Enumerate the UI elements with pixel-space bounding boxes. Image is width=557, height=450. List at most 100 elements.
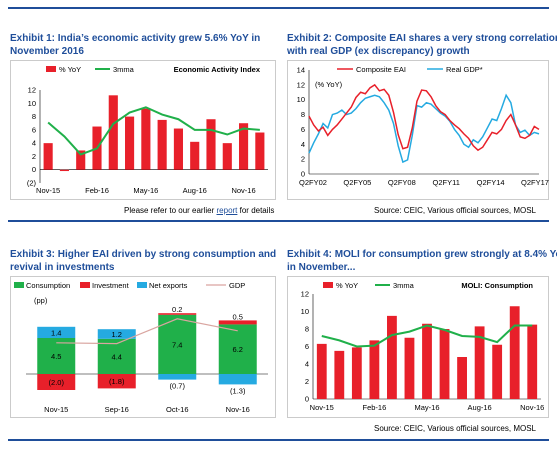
x-tick-label: Q2FY02 (299, 178, 327, 187)
bar-consumption (37, 338, 76, 374)
legend-label-eai: Composite EAI (356, 65, 406, 74)
y-tick-label: 2 (301, 155, 305, 164)
exhibit2-title: Exhibit 2: Composite EAI shares a very s… (287, 33, 557, 58)
y-tick-label: 6 (305, 342, 309, 351)
y-tick-label: 8 (305, 325, 309, 334)
exhibit3-chart: (pp) 4.5 (2.0) 1.4 Nov-15 4.4 (1.8) 1.2 Sep-16 7.… (10, 276, 276, 418)
legend-swatch-investment (80, 282, 90, 288)
bar-yoy (404, 337, 415, 399)
bar-investment (37, 374, 76, 390)
x-tick-label: Nov-15 (310, 403, 334, 412)
bar-yoy (125, 116, 135, 170)
bar-investment (97, 374, 136, 389)
chart-frame (287, 60, 549, 200)
x-tick-label: May-16 (133, 186, 158, 195)
legend-label-net-exports: Net exports (149, 281, 188, 290)
legend-swatch-yoy (323, 282, 333, 288)
label-net-exports: (1.3) (230, 386, 246, 395)
x-tick-label: Q2FY14 (477, 178, 505, 187)
bar-consumption (158, 314, 197, 374)
exhibit1-title: Exhibit 1: India’s economic activity gre… (10, 33, 260, 58)
report-link[interactable]: report (216, 206, 238, 215)
legend-label-yoy: % YoY (336, 281, 358, 290)
x-tick-label: Nov-16 (226, 405, 250, 414)
legend-label-3mma: 3mma (393, 281, 415, 290)
exhibit3-title-line2: revival in investments (10, 261, 115, 273)
bar-yoy (108, 95, 118, 170)
legend-label-gdp: GDP (229, 281, 245, 290)
report-note-prefix: Please refer to our earlier (124, 206, 217, 215)
bar-yoy (492, 344, 503, 399)
x-tick-label: May-16 (414, 403, 439, 412)
legend-label-3mma: 3mma (113, 65, 135, 74)
bar-yoy (439, 329, 450, 399)
bar-investment (158, 313, 197, 315)
bar-yoy (334, 350, 345, 399)
y-tick-label: 4 (305, 360, 309, 369)
bar-yoy (43, 143, 53, 170)
y-tick-label: 0 (305, 395, 309, 404)
x-tick-label: Feb-16 (363, 403, 387, 412)
y-tick-label: (2) (27, 179, 37, 188)
y-tick-label: 6 (301, 125, 305, 134)
bar-yoy (173, 128, 183, 170)
bar-net-exports (158, 374, 197, 380)
y-tick-label: 10 (28, 99, 36, 108)
legend-swatch-consumption (14, 282, 24, 288)
y-tick-label: 4 (32, 139, 36, 148)
bar-yoy (351, 347, 362, 399)
x-tick-label: Aug-16 (468, 403, 492, 412)
report-note: Please refer to our earlier report for d… (124, 206, 274, 215)
label-consumption: 4.5 (51, 352, 61, 361)
exhibit2-title-line1: Exhibit 2: Composite EAI shares a very s… (287, 33, 557, 44)
exhibit4-title-line2: in November... (287, 261, 356, 273)
chart-frame (10, 60, 276, 200)
bar-yoy (369, 340, 380, 399)
legend-label-investment: Investment (92, 281, 130, 290)
exhibit1-title-line1: Exhibit 1: India’s economic activity gre… (10, 33, 261, 44)
x-tick-label: Nov-16 (231, 186, 255, 195)
x-tick-label: Nov-16 (520, 403, 544, 412)
x-tick-label: Q2FY08 (388, 178, 416, 187)
x-tick-label: Nov-15 (44, 405, 68, 414)
label-investment: (2.0) (49, 378, 65, 387)
bar-yoy (509, 306, 520, 399)
y-tick-label: 4 (301, 140, 305, 149)
exhibit2-chart: 0 2 4 6 8 10 12 14 Q2FY02 Q2FY05 Q2FY08 Q2FY11 Q2FY1… (287, 60, 549, 200)
x-tick-label: Feb-16 (85, 186, 109, 195)
legend-swatch-yoy (46, 66, 56, 72)
y-tick-label: 0 (301, 170, 305, 179)
y-tick-label: 14 (297, 66, 305, 75)
bar-yoy (527, 324, 538, 399)
bar-net-exports (97, 329, 136, 339)
line-gdp (56, 318, 238, 345)
bar-yoy (206, 119, 216, 170)
bar-yoy (157, 119, 167, 170)
top-rule (8, 7, 549, 9)
exhibit3-title: Exhibit 3: Higher EAI driven by strong c… (10, 249, 276, 274)
label-consumption: 6.2 (233, 345, 243, 354)
label-consumption: 4.4 (112, 352, 122, 361)
exhibit1-title-line2: November 2016 (10, 45, 84, 57)
legend-label-yoy: % YoY (59, 65, 81, 74)
bar-yoy (76, 150, 86, 170)
legend-label-consumption: Consumption (26, 281, 70, 290)
label-consumption: 7.4 (172, 340, 182, 349)
line-real-gdp (308, 93, 540, 164)
y-tick-label: 12 (297, 80, 305, 89)
bar-yoy (422, 323, 432, 399)
y-tick-label: 8 (32, 112, 36, 121)
line-composite-eai (308, 83, 540, 152)
line-3mma (321, 324, 533, 348)
label-investment: 0.2 (172, 305, 182, 314)
y-tick-label: 12 (28, 86, 36, 95)
exhibit4-chart: 0 2 4 6 8 10 12 Nov-15 Feb-16 May-16 Aug-16 Nov-16%… (287, 276, 549, 418)
bar-yoy (457, 357, 467, 399)
y-tick-label: 2 (32, 152, 36, 161)
x-tick-label: Nov-15 (36, 186, 60, 195)
x-tick-label: Q2FY17 (521, 178, 549, 187)
y-tick-label: 12 (301, 290, 309, 299)
chart-title: MOLI: Consumption (461, 281, 533, 290)
bar-yoy (474, 326, 485, 399)
bar-consumption (97, 338, 136, 374)
